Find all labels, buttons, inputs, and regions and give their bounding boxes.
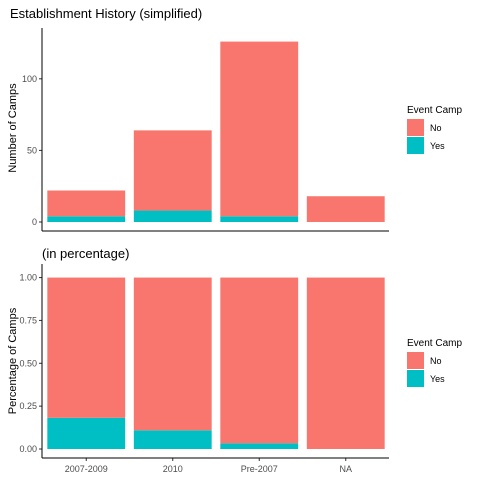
count-chart-bar-2007-2009-yes [47,216,126,222]
count-chart-bar-2007-2009-no [47,190,126,217]
count-chart-y-tick-label: 100 [22,74,37,84]
percentage-chart-title: (in percentage) [42,246,129,261]
percentage-chart-x-tick-label: 2010 [163,464,183,474]
count-chart-title: Establishment History (simplified) [10,6,202,21]
count-chart-legend: Event Camp No Yes [407,105,462,154]
percentage-chart-bar-na-no [306,277,385,449]
percentage-chart-y-tick-label: 0.00 [19,444,37,454]
percentage-chart-x-tick-label: 2007-2009 [65,464,108,474]
percentage-chart-bar-2010-no [133,277,212,431]
percentage-chart-marks: 2007-2009 2010 Pre-2007 NA 0.00 0.25 0.50 0.75 1… [19,273,385,474]
percentage-chart-x-tick-label: Pre-2007 [241,464,278,474]
count-chart-y-axis-title: Number of Camps [7,83,19,173]
percentage-chart-bar-pre-2007-no [220,277,299,444]
percentage-chart-x-tick-label: NA [339,464,352,474]
count-chart-bar-pre-2007-no [220,41,299,217]
percentage-chart-legend-title: Event Camp [407,338,462,349]
percentage-chart-y-tick-label: 0.25 [19,401,37,411]
percentage-chart-y-tick-label: 1.00 [19,273,37,283]
percentage-chart-legend-swatch-no [407,352,424,369]
count-chart-legend-label-yes: Yes [430,141,445,151]
count-chart-bar-2010-yes [133,210,212,222]
percentage-chart-legend-label-yes: Yes [430,374,445,384]
percentage-chart-bar-2007-2009-yes [47,417,126,449]
percentage-chart-legend-label-no: No [430,356,442,366]
percentage-chart: (in percentage) Percentage of Camps 2007… [7,246,462,474]
count-chart-legend-title: Event Camp [407,105,462,116]
count-chart-bar-na-no [306,196,385,222]
percentage-chart-y-axis-title: Percentage of Camps [7,307,19,414]
count-chart-legend-label-no: No [430,123,442,133]
percentage-chart-legend: Event Camp No Yes [407,338,462,387]
count-chart-bar-2010-no [133,130,212,211]
percentage-chart-bar-2007-2009-no [47,277,126,418]
count-chart-y-tick-label: 0 [32,217,37,227]
percentage-chart-bar-2010-yes [133,430,212,449]
count-chart-y-tick-label: 50 [27,145,37,155]
count-chart-marks: 0 50 100 [22,41,385,227]
count-chart-legend-swatch-yes [407,137,424,154]
count-chart-bar-pre-2007-yes [220,216,299,222]
percentage-chart-y-tick-label: 0.75 [19,315,37,325]
percentage-chart-legend-swatch-yes [407,370,424,387]
percentage-chart-y-tick-label: 0.50 [19,358,37,368]
percentage-chart-bar-pre-2007-yes [220,443,299,449]
count-chart: Establishment History (simplified) Numbe… [7,6,462,232]
count-chart-legend-swatch-no [407,119,424,136]
